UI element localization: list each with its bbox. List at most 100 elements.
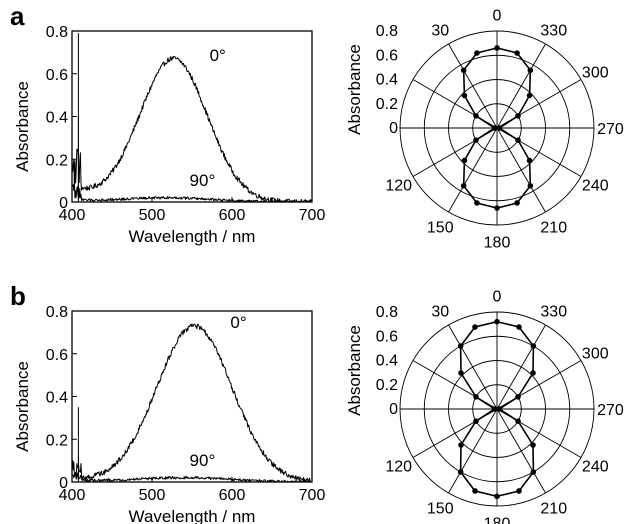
angle-label: 300 [582,64,609,81]
spectrum-chart-0: a 400 500 600 700 0 0.2 0.4 0.6 0.8 Wavelength / n… [10,1,325,246]
angle-label: 150 [427,219,454,236]
data-point [457,343,464,349]
x-axis-label: Wavelength / nm [129,227,256,246]
angle-label: 180 [484,515,511,524]
annotation-0-deg: 0° [230,313,246,332]
r-tick-label: 0 [389,401,398,418]
y-tick-label: 0.6 [46,67,68,84]
data-point [473,394,479,400]
angle-label: 210 [540,219,567,236]
data-point [474,200,480,206]
data-point [458,442,464,448]
data-point [530,343,537,349]
series-line [71,116,313,203]
data-point [494,318,500,325]
data-point [526,157,533,164]
data-point [460,67,467,74]
r-axis-label: Absorbance [345,325,364,416]
angle-label: 330 [540,23,567,40]
x-tick-label: 400 [59,487,86,504]
data-point [474,50,480,56]
polar-chart-1: 0 30 120 150 180 210 240 270 300 330 0 0.2 0.4 0.6 0.8… [345,289,624,524]
data-point [461,92,468,99]
data-point [530,442,536,448]
data-point [491,406,498,412]
r-tick-label: 0.6 [376,47,398,64]
r-tick-label: 0.8 [376,304,398,321]
r-tick-label: 0.8 [376,23,398,40]
r-tick-label: 0.2 [376,96,398,113]
x-tick-label: 700 [299,207,326,224]
data-point [461,157,468,164]
data-point [515,418,521,424]
y-tick-label: 0.4 [46,110,68,127]
angle-label: 180 [484,234,511,251]
y-tick-label: 0.2 [46,152,68,169]
data-point [472,488,478,494]
data-point [515,113,521,119]
y-tick-label: 0.4 [46,390,68,407]
angle-label: 0 [493,8,502,25]
data-point [526,92,533,99]
y-tick-label: 0 [59,475,68,492]
angle-label: 240 [582,178,609,195]
angle-label: 300 [582,345,609,362]
data-point [491,125,498,131]
y-tick-label: 0.8 [46,304,68,321]
data-point [515,394,521,400]
angle-label: 30 [431,23,449,40]
data-point [494,493,500,500]
r-tick-label: 0 [389,120,398,137]
annotation-90-deg: 90° [190,171,216,190]
annotation-90-deg: 90° [190,451,216,470]
angle-label: 270 [597,121,624,138]
data-point [530,370,536,376]
y-tick-label: 0.6 [46,347,68,364]
data-point [494,45,500,51]
data-point [515,137,521,143]
r-tick-label: 0.6 [376,328,398,345]
angle-label: 240 [582,459,609,476]
data-point [496,406,503,412]
y-tick-label: 0 [59,195,68,212]
data-point [527,67,534,74]
angle-label: 30 [431,304,449,321]
r-tick-label: 0.4 [376,72,398,89]
r-axis-label: Absorbance [345,44,364,135]
data-point [472,324,478,330]
data-point [527,182,534,189]
data-point [494,205,500,211]
y-tick-label: 0.8 [46,24,68,41]
r-tick-label: 0.4 [376,353,398,370]
data-point [514,200,520,206]
data-point [516,488,522,494]
data-point [458,370,464,376]
data-point [530,469,537,475]
data-point [516,324,522,330]
data-point [457,469,464,475]
angle-label: 120 [385,459,412,476]
x-tick-label: 400 [59,207,86,224]
data-point [473,113,479,119]
x-tick-label: 600 [219,487,246,504]
spectrum-chart-1: b 400 500 600 700 0 0.2 0.4 0.6 0.8 Wavelength / n… [10,281,325,524]
x-tick-label: 500 [139,207,166,224]
data-point [460,182,467,189]
x-tick-label: 500 [139,487,166,504]
y-axis-label: Absorbance [13,81,32,172]
angle-label: 210 [540,500,567,517]
x-axis-label: Wavelength / nm [129,507,256,524]
r-tick-label: 0.2 [376,377,398,394]
y-axis-label: Absorbance [13,361,32,452]
series-line [71,456,313,483]
polar-chart-0: 0 30 120 150 180 210 240 270 300 330 0 0.2 0.4 0.6 0.8… [345,8,624,252]
angle-label: 270 [597,402,624,419]
panel-label: a [10,1,25,31]
angle-label: 330 [540,304,567,321]
data-point [473,418,479,424]
data-point [473,137,479,143]
data-point [514,50,520,56]
angle-label: 0 [493,289,502,306]
annotation-0-deg: 0° [210,46,226,65]
